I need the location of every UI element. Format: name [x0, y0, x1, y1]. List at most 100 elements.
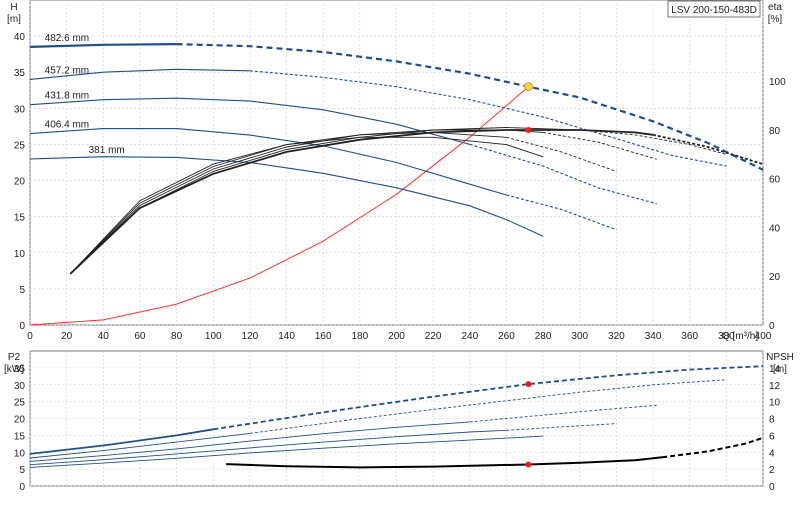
- x-tick-label: 60: [134, 331, 146, 342]
- npsh-tick-label: 2: [769, 465, 775, 476]
- power-curve-dashed: [249, 379, 727, 434]
- y-tick-label: 35: [14, 68, 26, 79]
- x-tick-label: 180: [352, 331, 369, 342]
- y-left-name: H: [10, 2, 17, 13]
- top-axis-titles: H [m] eta [%] Q [m³/h]: [7, 2, 782, 342]
- y-tick-label: 10: [14, 249, 26, 260]
- npsh-tick-label: 14: [769, 364, 781, 375]
- p2-unit: [kW]: [4, 364, 24, 375]
- eta-tick-label: 40: [769, 223, 781, 234]
- head-curve-dashed: [176, 43, 764, 171]
- p2-tick-label: 0: [19, 482, 25, 493]
- power-curve-solid: [29, 421, 470, 462]
- p2-tick-label: 35: [14, 364, 26, 375]
- x-tick-label: 240: [461, 331, 478, 342]
- x-axis-label: Q [m³/h]: [722, 331, 758, 342]
- model-label: LSV 200-150-483D: [671, 5, 757, 16]
- npsh-tick-label: 6: [769, 431, 775, 442]
- power-curve-solid: [29, 435, 544, 468]
- y-tick-label: 15: [14, 213, 26, 224]
- power-curve-dashed: [469, 404, 657, 423]
- eta-curve-dashed: [543, 131, 657, 160]
- p2-tick-label: 30: [14, 381, 26, 392]
- x-tick-label: 280: [535, 331, 552, 342]
- y-tick-label: 30: [14, 104, 26, 115]
- eta-tick-label: 0: [769, 321, 775, 332]
- npsh-tick-label: 0: [769, 482, 775, 493]
- y-right-name: eta: [768, 2, 782, 13]
- npsh-tick-label: 8: [769, 415, 775, 426]
- y-right-unit: [%]: [768, 14, 783, 25]
- eta-curve-solid: [69, 136, 544, 275]
- head-curve-solid: [29, 43, 177, 48]
- eta-curve-solid: [69, 129, 654, 275]
- diameter-label: 406.4 mm: [45, 120, 89, 131]
- eta-operating-point: [525, 126, 532, 133]
- eta-tick-label: 100: [769, 77, 786, 88]
- head-curve-solid: [29, 97, 470, 145]
- npsh-curve-solid: [226, 456, 663, 469]
- npsh-curve-dashed: [662, 436, 764, 459]
- x-tick-label: 80: [171, 331, 183, 342]
- x-tick-label: 400: [755, 331, 772, 342]
- eta-tick-label: 20: [769, 272, 781, 283]
- power-curve-dashed: [506, 423, 617, 431]
- npsh-tick-label: 4: [769, 448, 775, 459]
- x-tick-label: 340: [645, 331, 662, 342]
- y-tick-label: 40: [14, 32, 26, 43]
- x-tick-label: 0: [27, 331, 33, 342]
- npsh-tick-label: 10: [769, 398, 781, 409]
- power-curve-dashed: [213, 365, 764, 431]
- y-tick-label: 25: [14, 140, 26, 151]
- eta-curve-solid: [69, 127, 580, 275]
- head-curve-solid: [29, 68, 250, 80]
- p2-tick-label: 10: [14, 448, 26, 459]
- diameter-label: 431.8 mm: [45, 91, 89, 102]
- duty-point: [524, 82, 533, 92]
- x-tick-label: 40: [98, 331, 110, 342]
- p2-tick-label: 25: [14, 398, 26, 409]
- x-tick-label: 120: [242, 331, 259, 342]
- p2-name: P2: [8, 352, 21, 363]
- y-left-unit: [m]: [7, 14, 21, 25]
- head-curve-dashed: [469, 143, 657, 205]
- x-tick-label: 160: [315, 331, 332, 342]
- x-tick-label: 100: [205, 331, 222, 342]
- eta-curve-dashed: [506, 136, 617, 172]
- x-tick-label: 360: [681, 331, 698, 342]
- head-curve-solid: [29, 156, 544, 237]
- y-tick-label: 5: [19, 285, 25, 296]
- system-curve: [29, 86, 529, 326]
- head-curve-solid: [29, 128, 507, 196]
- head-efficiency-panel: 0 20 40 60 80 100 120 140 160 180 200 220 240 260 280 3…: [14, 0, 786, 342]
- power-operating-point: [525, 381, 532, 388]
- model-label-box: LSV 200-150-483D: [667, 0, 761, 18]
- x-tick-label: 220: [425, 331, 442, 342]
- p2-tick-label: 5: [19, 465, 25, 476]
- eta-curve-dashed: [652, 133, 764, 165]
- power-curve-solid: [29, 432, 250, 459]
- y-tick-label: 20: [14, 177, 26, 188]
- x-tick-label: 200: [388, 331, 405, 342]
- bottom-axis-titles: P2 [kW] NPSH [m]: [4, 352, 794, 375]
- p2-tick-label: 15: [14, 431, 26, 442]
- x-tick-label: 300: [571, 331, 588, 342]
- eta-tick-label: 80: [769, 126, 781, 137]
- y-tick-label: 0: [19, 321, 25, 332]
- npsh-tick-label: 12: [769, 381, 781, 392]
- power-npsh-panel: 0 5 10 15 20 25 30 35 0 2 4 6 8 10 12 14: [14, 350, 781, 493]
- diameter-label: 482.6 mm: [45, 33, 89, 44]
- head-curve-dashed: [506, 194, 617, 231]
- npsh-unit: [m]: [773, 364, 787, 375]
- diameter-label: 381 mm: [89, 145, 125, 156]
- power-curve-solid: [29, 429, 507, 466]
- head-curve-dashed: [249, 70, 727, 167]
- x-tick-label: 260: [498, 331, 515, 342]
- npsh-operating-point: [525, 461, 532, 468]
- x-tick-label: 380: [718, 331, 735, 342]
- power-curve-solid: [29, 428, 214, 455]
- x-tick-label: 140: [278, 331, 295, 342]
- x-tick-label: 320: [608, 331, 625, 342]
- diameter-label: 457.2 mm: [45, 65, 89, 76]
